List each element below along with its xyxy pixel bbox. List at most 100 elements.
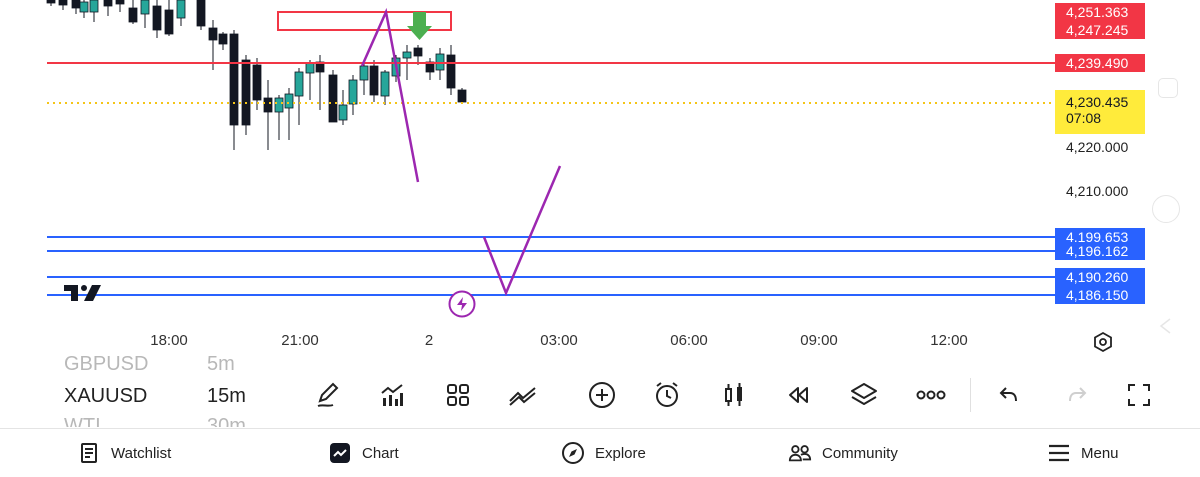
undo-button[interactable] [991,377,1027,413]
alert-button[interactable] [649,377,685,413]
candle-body [58,0,68,6]
redo-icon [1069,387,1087,402]
replay-icon [789,387,808,403]
price-tag-value: 4,239.490 [1066,55,1129,71]
symbol-row-prev[interactable]: GBPUSD 5m [64,355,284,376]
layers-button[interactable] [846,377,882,413]
time-tick: 06:00 [670,332,708,349]
candle-body [294,71,304,97]
candle-body [457,89,467,103]
indicators-button[interactable] [374,377,410,413]
axis-tick-4220: 4,220.000 [1066,139,1129,155]
candle-body [71,0,81,9]
more-button[interactable] [913,377,949,413]
candle-body [284,93,294,109]
price-tag[interactable]: 4,230.435 07:08 [1055,90,1145,134]
alarm-icon [656,382,678,407]
add-button[interactable] [584,377,620,413]
nav-label: Explore [595,444,646,462]
price-tag-value: 4,251.363 [1066,4,1129,20]
candle-body [402,51,412,59]
nav-chart[interactable]: Chart [328,441,399,465]
symbol-timeframe: 15m [207,385,246,407]
time-tick: 18:00 [150,332,188,349]
nav-menu[interactable]: Menu [1047,441,1119,465]
rail-square-icon[interactable] [1158,78,1178,98]
candle-body [369,65,379,96]
candle-body [196,0,206,27]
countdown-timer: 07:08 [1066,110,1102,126]
axis-tick-4210: 4,210.000 [1066,183,1129,199]
levels-layer [47,62,1055,296]
nav-label: Chart [362,444,399,462]
down-arrow-icon [407,12,432,40]
candle-body [208,27,218,41]
candle-body [328,74,338,123]
candle-body [115,0,125,5]
more-icon [916,390,946,400]
price-tag[interactable]: 4,190.260 [1055,268,1145,286]
candle-body [446,54,456,89]
nav-community[interactable]: Community [788,441,898,465]
indicators-icon [381,384,403,406]
candle-body [229,33,239,126]
candle-body [252,64,262,101]
rail-circle-icon[interactable] [1152,195,1180,223]
price-tag[interactable]: 4,199.653 [1055,228,1145,246]
symbol-name: XAUUSD [64,385,148,407]
toolbar-divider [970,378,971,412]
undo-icon [999,387,1017,402]
redo-button[interactable] [1059,377,1095,413]
supply-zone-rectangle [277,11,452,31]
symbol-timeframe: 30m [207,415,246,427]
symbol-row-current[interactable]: XAUUSD 15m [64,385,284,408]
candles-layer [46,0,467,150]
symbol-timeframe: 5m [207,355,235,375]
price-tag-value: 4,190.260 [1066,269,1129,285]
price-tag[interactable]: 4,196.162 [1055,242,1145,260]
bottom-navigation: Watchlist Chart Explore Community Menu [0,428,1200,477]
price-tag-value: 4,199.653 [1066,229,1129,245]
price-tag-value: 4,186.150 [1066,287,1129,303]
candle-body [359,65,369,81]
candle-body [338,104,348,121]
replay-button[interactable] [780,377,816,413]
draw-button[interactable] [310,377,346,413]
strategy-button[interactable] [505,377,541,413]
fullscreen-icon [1128,384,1150,406]
symbol-picker[interactable]: GBPUSD 5m XAUUSD 15m WTI 30m [0,355,300,427]
time-tick: 09:00 [800,332,838,349]
nav-watchlist[interactable]: Watchlist [77,441,171,465]
chart-type-button[interactable] [716,377,752,413]
symbol-row-next[interactable]: WTI 30m [64,415,284,427]
price-tag-value: 4,230.435 [1066,94,1129,110]
candle-body [380,71,390,97]
candle-body [79,1,89,13]
drawn-path-valley [482,165,562,297]
nav-explore[interactable]: Explore [561,441,646,465]
rail-back-icon[interactable] [1156,316,1176,336]
candle-body [164,9,174,35]
price-tag[interactable]: 4,239.490 [1055,54,1145,72]
candle-body [128,7,138,23]
candle-body [218,33,228,45]
compass-icon [561,441,585,465]
strategy-icon [509,387,536,406]
add-icon [589,382,615,408]
price-tag[interactable]: 4,186.150 [1055,286,1145,304]
community-icon [788,441,812,465]
fullscreen-button[interactable] [1121,377,1157,413]
symbol-name: WTI [64,415,101,427]
time-tick: 03:00 [540,332,578,349]
candle-body [152,5,162,31]
price-tag-value: 4,247.245 [1066,22,1129,38]
price-tag[interactable]: 4,251.363 [1055,3,1145,21]
lightning-badge-icon[interactable] [448,290,476,318]
right-rail [1152,0,1200,428]
templates-button[interactable] [440,377,476,413]
price-tag[interactable]: 4,247.245 [1055,21,1145,39]
chart-settings-icon[interactable] [1092,331,1114,353]
drawn-path-peak [360,7,420,183]
templates-icon [447,384,469,406]
